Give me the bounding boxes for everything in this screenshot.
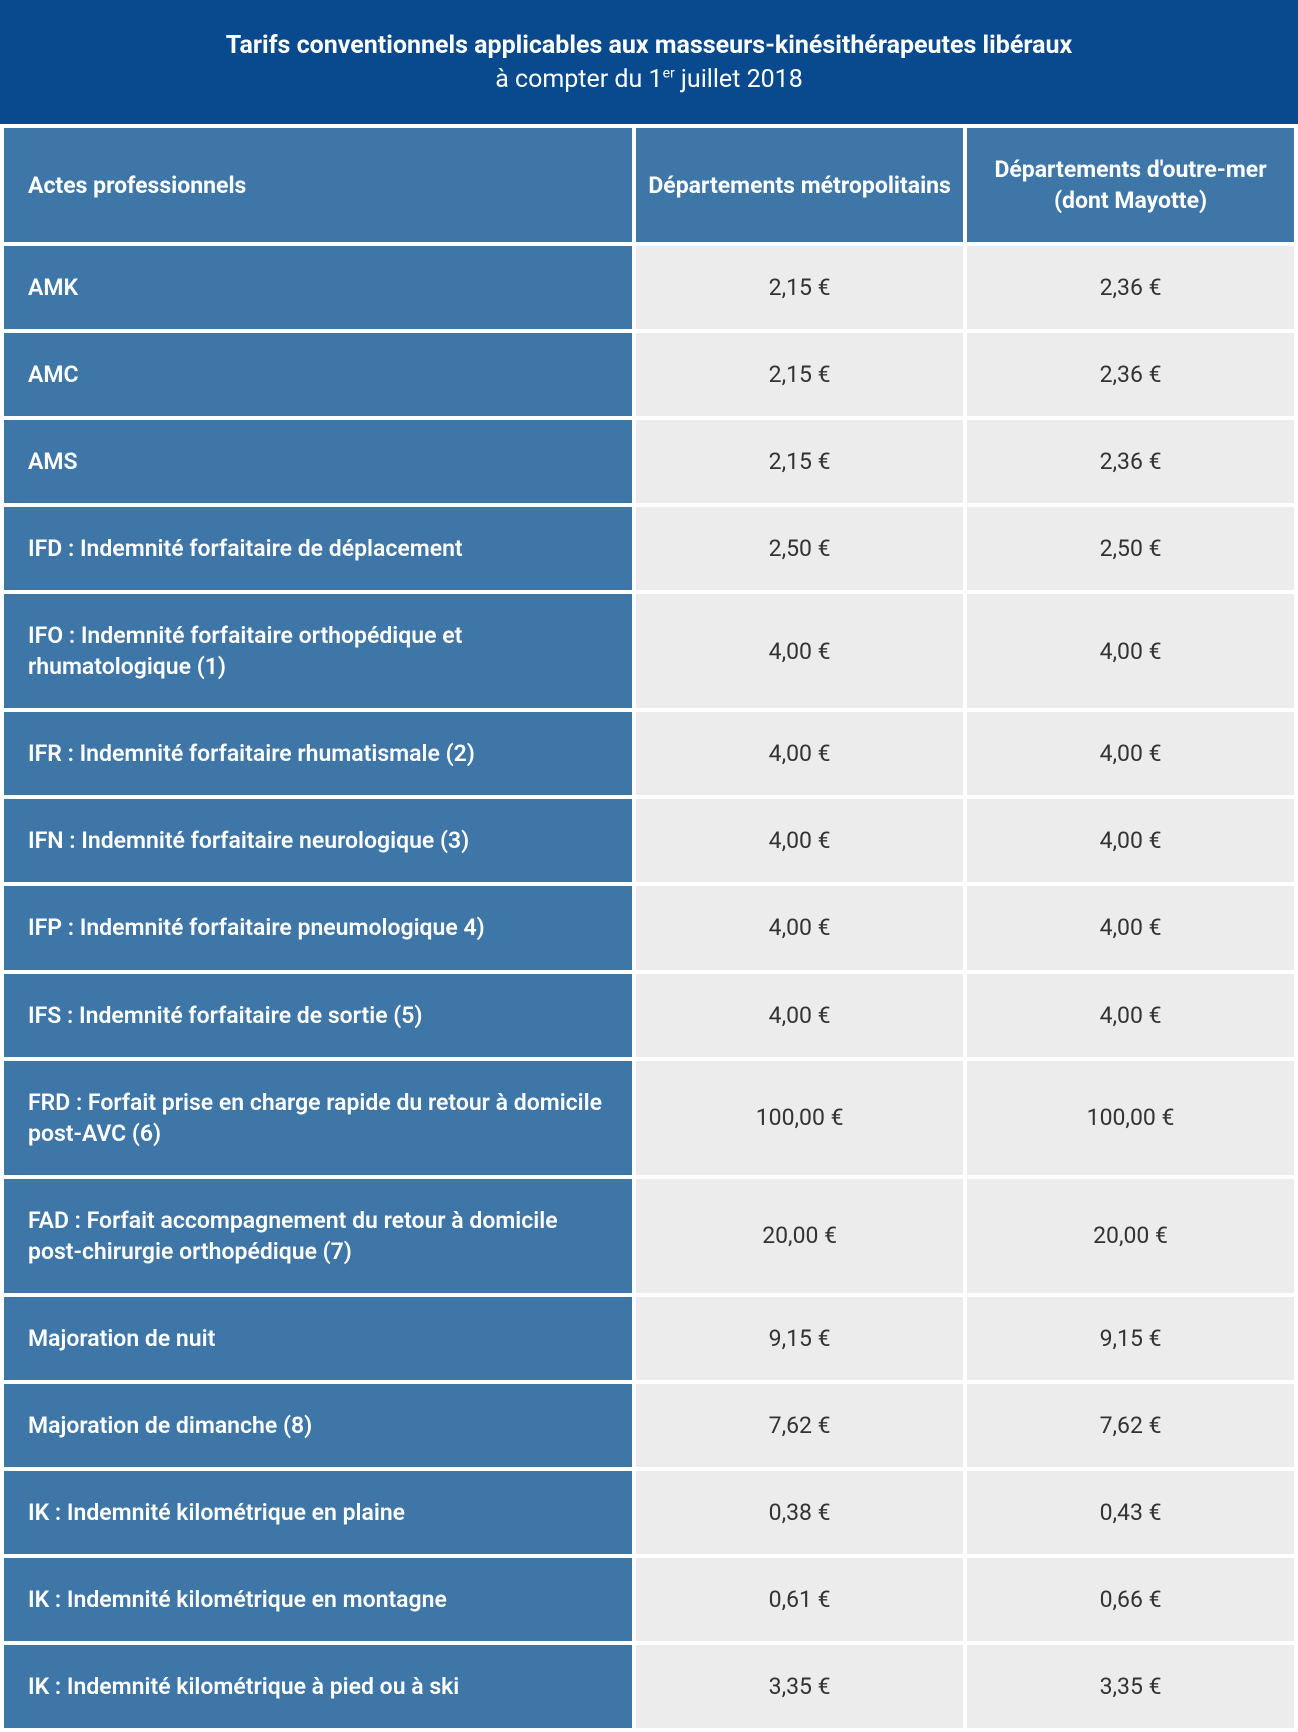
row-label: IK : Indemnité kilométrique à pied ou à … [4, 1645, 632, 1728]
row-label: IK : Indemnité kilométrique en montagne [4, 1558, 632, 1641]
title-sub-super: er [663, 66, 675, 82]
row-value-dom: 4,00 € [967, 886, 1294, 969]
table-row: FRD : Forfait prise en charge rapide du … [4, 1061, 1294, 1175]
tarif-table-container: Tarifs conventionnels applicables aux ma… [0, 0, 1298, 1732]
table-row: Majoration de dimanche (8)7,62 €7,62 € [4, 1384, 1294, 1467]
row-label: AMK [4, 246, 632, 329]
tarif-table: Actes professionnels Départements métrop… [0, 124, 1298, 1732]
col-header-dom: Départements d'outre-mer (dont Mayotte) [967, 128, 1294, 242]
row-label: IFD : Indemnité forfaitaire de déplaceme… [4, 507, 632, 590]
row-value-dom: 100,00 € [967, 1061, 1294, 1175]
row-value-dom: 2,36 € [967, 420, 1294, 503]
row-label: Majoration de dimanche (8) [4, 1384, 632, 1467]
table-row: IK : Indemnité kilométrique en montagne0… [4, 1558, 1294, 1641]
row-value-dom: 2,36 € [967, 333, 1294, 416]
table-row: AMC2,15 €2,36 € [4, 333, 1294, 416]
row-value-dom: 0,43 € [967, 1471, 1294, 1554]
table-row: IFS : Indemnité forfaitaire de sortie (5… [4, 974, 1294, 1057]
row-value-dom: 2,36 € [967, 246, 1294, 329]
row-label: FRD : Forfait prise en charge rapide du … [4, 1061, 632, 1175]
row-value-metro: 100,00 € [636, 1061, 963, 1175]
table-row: IFN : Indemnité forfaitaire neurologique… [4, 799, 1294, 882]
row-label: IFR : Indemnité forfaitaire rhumatismale… [4, 712, 632, 795]
row-label: IFS : Indemnité forfaitaire de sortie (5… [4, 974, 632, 1057]
row-value-dom: 3,35 € [967, 1645, 1294, 1728]
row-value-metro: 9,15 € [636, 1297, 963, 1380]
row-value-metro: 0,61 € [636, 1558, 963, 1641]
row-value-dom: 20,00 € [967, 1179, 1294, 1293]
table-row: AMS2,15 €2,36 € [4, 420, 1294, 503]
row-value-metro: 2,15 € [636, 420, 963, 503]
row-value-metro: 0,38 € [636, 1471, 963, 1554]
row-value-dom: 9,15 € [967, 1297, 1294, 1380]
row-value-dom: 2,50 € [967, 507, 1294, 590]
row-value-dom: 4,00 € [967, 799, 1294, 882]
row-value-metro: 7,62 € [636, 1384, 963, 1467]
row-value-metro: 2,15 € [636, 246, 963, 329]
row-label: Majoration de nuit [4, 1297, 632, 1380]
row-value-metro: 4,00 € [636, 974, 963, 1057]
row-value-dom: 0,66 € [967, 1558, 1294, 1641]
table-body: AMK2,15 €2,36 €AMC2,15 €2,36 €AMS2,15 €2… [4, 246, 1294, 1728]
row-label: IK : Indemnité kilométrique en plaine [4, 1471, 632, 1554]
row-value-metro: 4,00 € [636, 799, 963, 882]
row-value-dom: 4,00 € [967, 712, 1294, 795]
table-row: IFD : Indemnité forfaitaire de déplaceme… [4, 507, 1294, 590]
row-value-dom: 7,62 € [967, 1384, 1294, 1467]
row-label: AMS [4, 420, 632, 503]
table-row: IFO : Indemnité forfaitaire orthopédique… [4, 594, 1294, 708]
table-row: AMK2,15 €2,36 € [4, 246, 1294, 329]
table-row: Majoration de nuit9,15 €9,15 € [4, 1297, 1294, 1380]
table-row: IFP : Indemnité forfaitaire pneumologiqu… [4, 886, 1294, 969]
row-value-metro: 4,00 € [636, 594, 963, 708]
row-value-dom: 4,00 € [967, 974, 1294, 1057]
col-header-actes: Actes professionnels [4, 128, 632, 242]
title-main: Tarifs conventionnels applicables aux ma… [20, 28, 1278, 63]
table-row: IK : Indemnité kilométrique en plaine0,3… [4, 1471, 1294, 1554]
row-value-dom: 4,00 € [967, 594, 1294, 708]
row-value-metro: 3,35 € [636, 1645, 963, 1728]
row-value-metro: 20,00 € [636, 1179, 963, 1293]
table-header-row: Actes professionnels Départements métrop… [4, 128, 1294, 242]
title-sub-suffix: juillet 2018 [675, 65, 803, 94]
title-sub-prefix: à compter du 1 [495, 65, 662, 94]
title-bar: Tarifs conventionnels applicables aux ma… [0, 0, 1298, 124]
row-value-metro: 4,00 € [636, 886, 963, 969]
table-row: FAD : Forfait accompagnement du retour à… [4, 1179, 1294, 1293]
table-row: IK : Indemnité kilométrique à pied ou à … [4, 1645, 1294, 1728]
table-row: IFR : Indemnité forfaitaire rhumatismale… [4, 712, 1294, 795]
row-label: IFO : Indemnité forfaitaire orthopédique… [4, 594, 632, 708]
title-sub: à compter du 1er juillet 2018 [20, 65, 1278, 94]
row-label: FAD : Forfait accompagnement du retour à… [4, 1179, 632, 1293]
row-label: IFN : Indemnité forfaitaire neurologique… [4, 799, 632, 882]
row-value-metro: 2,50 € [636, 507, 963, 590]
row-label: AMC [4, 333, 632, 416]
row-label: IFP : Indemnité forfaitaire pneumologiqu… [4, 886, 632, 969]
col-header-metro: Départements métropolitains [636, 128, 963, 242]
row-value-metro: 2,15 € [636, 333, 963, 416]
row-value-metro: 4,00 € [636, 712, 963, 795]
